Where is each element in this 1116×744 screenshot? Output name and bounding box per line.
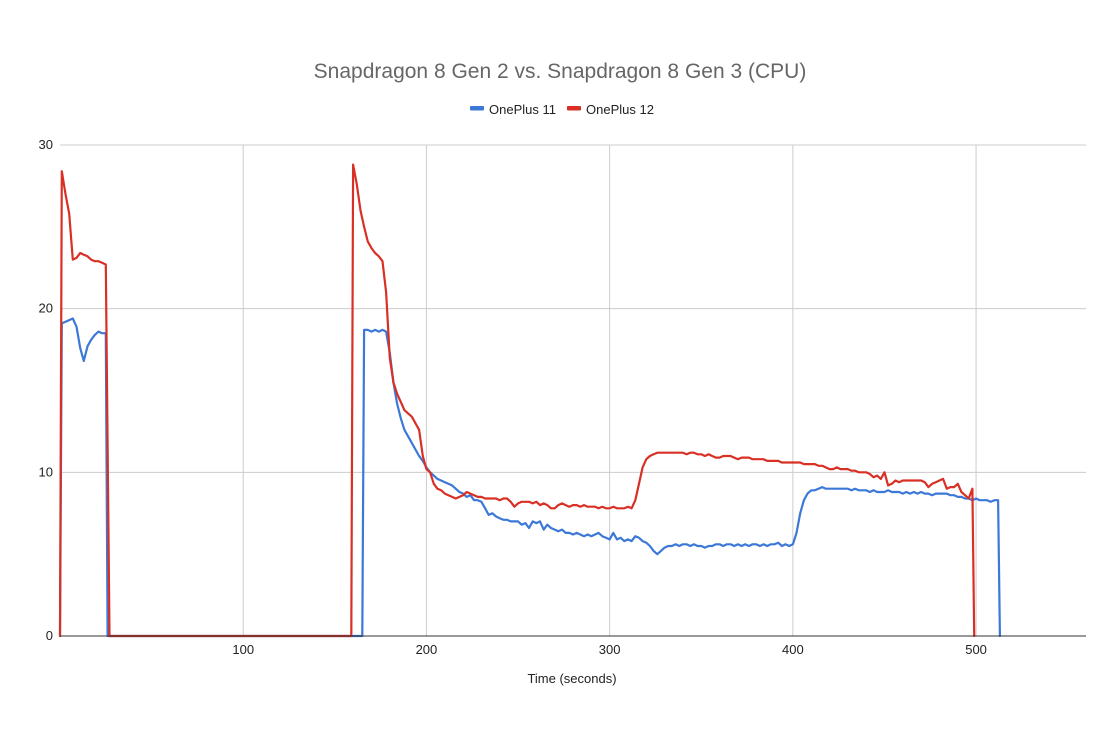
x-tick-label-200: 200 xyxy=(416,642,438,657)
gridlines xyxy=(60,144,1086,636)
x-tick-label-500: 500 xyxy=(965,642,987,657)
y-axis-ticks: 0 10 20 30 xyxy=(39,137,53,643)
legend-label-1: OnePlus 11 xyxy=(489,102,556,117)
legend-label-2: OnePlus 12 xyxy=(586,102,654,117)
y-tick-label-0: 0 xyxy=(46,628,53,643)
x-axis-label: Time (seconds) xyxy=(527,671,616,686)
series-lines xyxy=(58,163,1001,638)
series-line-oneplus-12 xyxy=(58,163,976,638)
x-tick-label-400: 400 xyxy=(782,642,804,657)
legend-swatch-2 xyxy=(567,106,581,111)
x-axis-ticks: 100 200 300 400 500 xyxy=(232,642,987,657)
y-tick-label-10: 10 xyxy=(39,464,53,479)
legend: OnePlus 11 OnePlus 12 xyxy=(470,102,654,117)
y-tick-label-20: 20 xyxy=(39,301,53,316)
chart-title: Snapdragon 8 Gen 2 vs. Snapdragon 8 Gen … xyxy=(314,60,807,83)
legend-swatch-1 xyxy=(470,106,484,111)
x-tick-label-300: 300 xyxy=(599,642,621,657)
x-tick-label-100: 100 xyxy=(232,642,254,657)
series-line-oneplus-11 xyxy=(58,317,1001,638)
y-tick-label-30: 30 xyxy=(39,137,53,152)
